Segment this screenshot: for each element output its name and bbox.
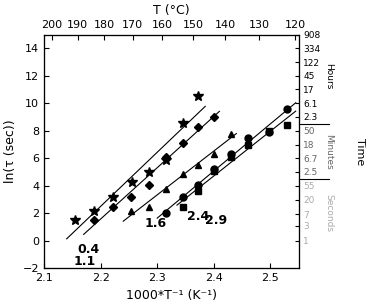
Text: Seconds: Seconds bbox=[324, 194, 333, 232]
X-axis label: T (°C): T (°C) bbox=[153, 4, 190, 17]
Text: 1.6: 1.6 bbox=[145, 217, 167, 230]
Y-axis label: ln(τ (sec)): ln(τ (sec)) bbox=[4, 120, 17, 183]
Text: Hours: Hours bbox=[324, 63, 333, 89]
X-axis label: 1000*T⁻¹ (K⁻¹): 1000*T⁻¹ (K⁻¹) bbox=[126, 289, 217, 302]
Text: 1.1: 1.1 bbox=[74, 255, 96, 268]
Text: 2.4: 2.4 bbox=[187, 210, 209, 223]
Text: Time: Time bbox=[354, 138, 365, 165]
Text: Minutes: Minutes bbox=[324, 134, 333, 170]
Text: 0.4: 0.4 bbox=[77, 243, 99, 256]
Text: 2.9: 2.9 bbox=[205, 214, 227, 227]
